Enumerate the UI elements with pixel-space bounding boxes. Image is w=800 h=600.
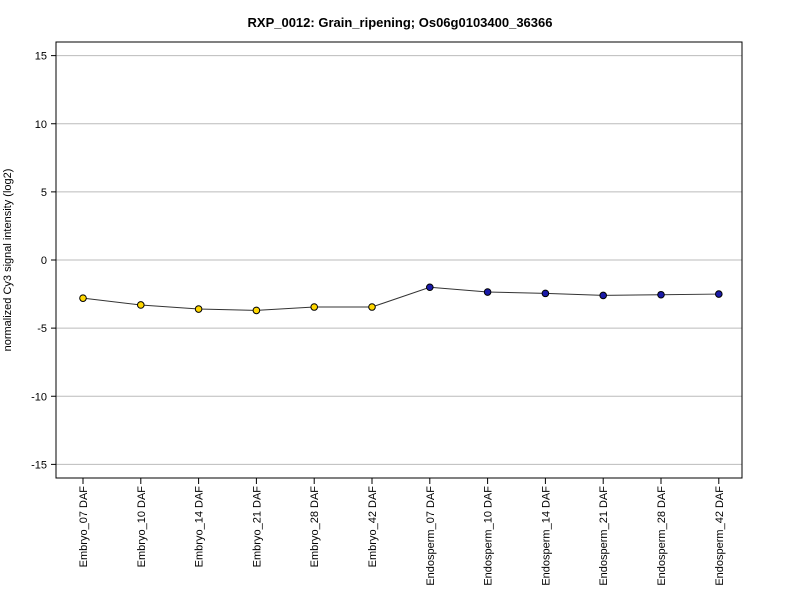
x-tick-label: Endosperm_21 DAF xyxy=(598,486,610,586)
data-point xyxy=(715,290,723,298)
x-tick-label: Embryo_42 DAF xyxy=(367,486,379,568)
data-point xyxy=(599,291,608,300)
y-tick-label: 15 xyxy=(35,51,47,63)
y-axis-label: normalized Cy3 signal intensity (log2) xyxy=(2,169,14,352)
data-point xyxy=(426,283,434,292)
series-line xyxy=(82,286,719,311)
y-axis: -15 -10 -5 0 5 10 15 xyxy=(31,51,56,471)
x-tick-label: Embryo_21 DAF xyxy=(251,486,263,568)
x-tick-label: Embryo_14 DAF xyxy=(194,486,206,568)
x-tick-label: Endosperm_14 DAF xyxy=(540,486,552,586)
data-point xyxy=(194,305,203,313)
x-tick-label: Endosperm_10 DAF xyxy=(483,486,495,586)
data-point xyxy=(252,306,261,315)
data-point xyxy=(368,303,376,311)
x-tick-label: Embryo_07 DAF xyxy=(78,486,90,568)
grid-layer xyxy=(56,55,742,465)
data-point xyxy=(79,294,87,302)
x-tick-label: Embryo_10 DAF xyxy=(136,486,148,568)
y-tick-label: -5 xyxy=(37,323,47,335)
x-tick-label: Endosperm_07 DAF xyxy=(425,486,437,586)
data-point xyxy=(657,290,665,299)
y-tick-label: 0 xyxy=(41,255,47,267)
data-point xyxy=(541,289,550,298)
y-tick-label: -10 xyxy=(31,391,47,403)
x-axis: Embryo_07 DAF Embryo_10 DAF Embryo_14 DAF E… xyxy=(78,478,726,586)
data-point xyxy=(310,303,319,311)
x-tick-label: Endosperm_28 DAF xyxy=(656,486,668,586)
y-tick-label: -15 xyxy=(31,459,47,471)
y-tick-label: 5 xyxy=(41,187,47,199)
x-tick-label: Embryo_28 DAF xyxy=(309,486,321,568)
x-tick-label: Endosperm_42 DAF xyxy=(714,486,726,586)
chart-title: RXP_0012: Grain_ripening; Os06g0103400_3… xyxy=(248,15,553,30)
data-point xyxy=(137,301,145,309)
series-layer xyxy=(79,283,723,315)
y-tick-label: 10 xyxy=(35,119,47,131)
data-point xyxy=(483,288,492,296)
